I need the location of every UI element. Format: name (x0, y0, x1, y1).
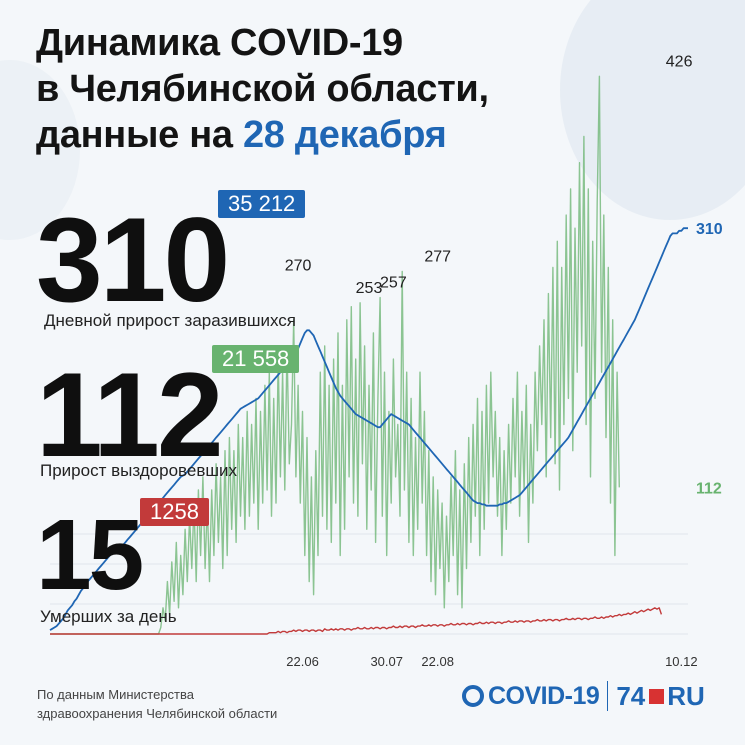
daily-cases-total-badge: 35 212 (218, 190, 306, 218)
logo-square-icon (649, 688, 665, 704)
deaths-value: 15 (36, 499, 144, 611)
peak-annotation: 277 (424, 248, 451, 265)
recovered-value: 112 (36, 348, 224, 482)
series-line-deaths (50, 607, 663, 635)
recovered-label: Прирост выздоровевших (40, 461, 238, 480)
deaths-label: Умерших за день (40, 607, 177, 626)
x-tick-label: 22.06 (286, 654, 319, 669)
peak-annotation: 426 (666, 53, 693, 70)
end-label-recovered: 112 (696, 480, 722, 497)
source-line-1: По данным Министерства (37, 687, 194, 702)
title-date: 28 декабря (242, 114, 447, 156)
x-tick-label: 10.12 (665, 654, 698, 669)
end-label-cases: 310 (696, 221, 723, 238)
page-title: Динамика COVID-19 в Челябинской области,… (36, 20, 489, 158)
title-line-3-prefix: данные на (36, 114, 243, 156)
logo-divider (607, 681, 609, 711)
daily-cases-value: 310 (36, 193, 230, 327)
title-line-1: Динамика COVID-19 (36, 22, 403, 64)
source-line-2: здравоохранения Челябинской области (37, 706, 278, 721)
peak-annotation: 253 (356, 280, 383, 297)
x-tick-label: 30.07 (370, 654, 403, 669)
logo-covid-text: COVID-19 (488, 681, 600, 710)
peak-annotation: 257 (380, 275, 407, 292)
source-note: По данным Министерства здравоохранения Ч… (37, 685, 277, 723)
peak-annotation: 270 (285, 258, 312, 275)
x-tick-label: 22.08 (421, 654, 454, 669)
recovered-total-badge: 21 558 (212, 345, 300, 373)
deaths-total-badge: 1258 (140, 498, 209, 526)
logo-ru-text: RU (667, 680, 705, 711)
daily-cases-label: Дневной прирост заразившихся (44, 311, 296, 330)
logo-74-text: 74 (616, 680, 646, 711)
title-line-2: в Челябинской области, (36, 68, 489, 110)
virus-icon (462, 685, 484, 707)
brand-logo: COVID-19 74 RU (462, 676, 705, 716)
